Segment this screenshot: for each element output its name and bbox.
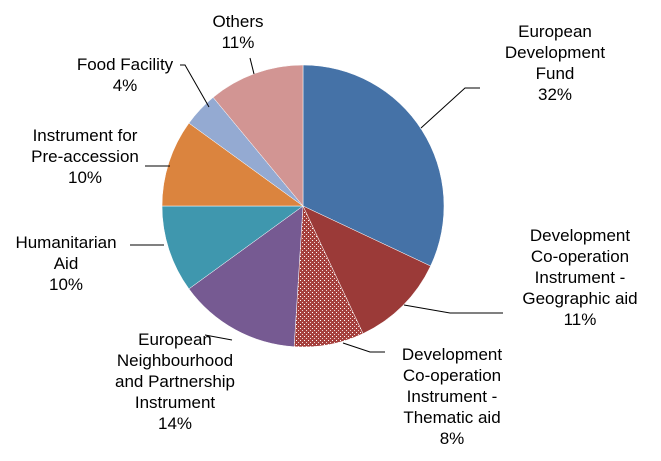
pie-slice-3 — [188, 205, 304, 347]
slice-name-line: Development — [530, 226, 630, 245]
slice-name-line: Humanitarian — [15, 233, 116, 252]
pie-slice-0 — [302, 64, 445, 267]
slice-name-line: Thematic aid — [403, 408, 500, 427]
leader-line-7 — [249, 57, 255, 75]
slice-label-2: Development Co-operation Instrument - Thema… — [402, 345, 502, 448]
slice-percent: 8% — [440, 429, 465, 448]
slice-percent: 14% — [158, 414, 192, 433]
slice-percent: 11% — [222, 33, 255, 52]
leader-line-1 — [403, 304, 503, 314]
slice-name-line: and Partnership — [115, 372, 235, 391]
slice-percent: 10% — [49, 275, 83, 294]
slice-label-3: European Neighbourhood and Partnership Inst… — [115, 330, 235, 433]
slice-name-line: Development — [402, 345, 502, 364]
leader-line-3 — [204, 334, 233, 341]
slice-label-4: Humanitarian Aid 10% — [15, 233, 116, 294]
leader-line-6 — [180, 64, 210, 108]
slice-name-line: Instrument for — [33, 126, 138, 145]
slice-name-line: European — [518, 22, 592, 41]
slice-name-line: Neighbourhood — [117, 351, 233, 370]
slice-name-line: Instrument — [135, 393, 216, 412]
pie-slice-4 — [161, 205, 304, 290]
slice-percent: 32% — [538, 85, 572, 104]
slice-label-6: Food Facility 4% — [77, 55, 174, 95]
slice-name-line: Co-operation — [531, 247, 629, 266]
slice-label-0: European Development Fund 32% — [505, 22, 605, 104]
slice-name-line: Others — [212, 12, 263, 31]
slice-name-line: Geographic aid — [522, 289, 637, 308]
leader-line-0 — [420, 87, 480, 129]
slice-name-line: Pre-accession — [31, 147, 139, 166]
slice-name-line: Food Facility — [77, 55, 174, 74]
leader-line-2 — [342, 342, 385, 353]
slice-label-7: Others 11% — [212, 12, 263, 52]
slice-name-line: Instrument - — [407, 387, 498, 406]
slice-name-line: Development — [505, 43, 605, 62]
slice-label-5: Instrument for Pre-accession 10% — [31, 126, 139, 187]
slice-percent: 11% — [564, 310, 597, 329]
pie-slice-7 — [212, 64, 304, 207]
slice-percent: 10% — [68, 168, 102, 187]
slice-name-line: Co-operation — [403, 366, 501, 385]
slice-name-line: Fund — [536, 64, 575, 83]
pie-slice-1 — [302, 205, 431, 334]
slice-label-1: Development Co-operation Instrument - Geogr… — [522, 226, 637, 329]
pie-slice-5 — [161, 122, 304, 207]
slice-percent: 4% — [113, 76, 138, 95]
slice-name-line: European — [138, 330, 212, 349]
slice-name-line: Instrument - — [535, 268, 626, 287]
slice-name-line: Aid — [54, 254, 79, 273]
